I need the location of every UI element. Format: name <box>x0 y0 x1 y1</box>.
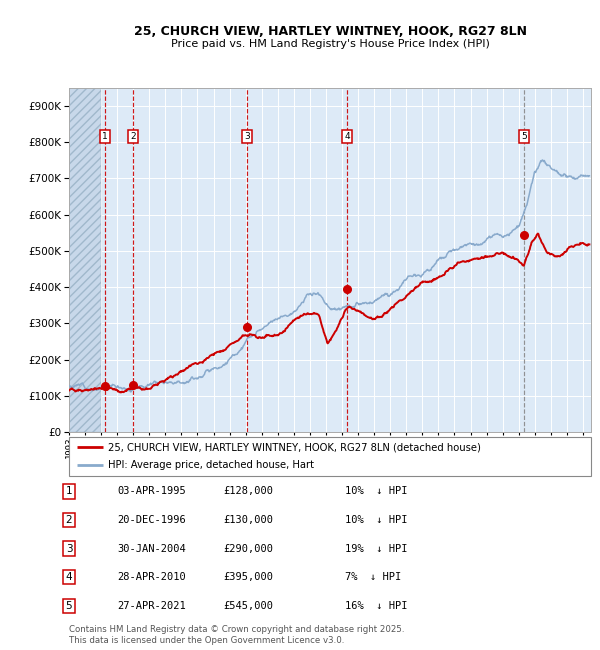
Text: £128,000: £128,000 <box>223 486 273 497</box>
Text: £130,000: £130,000 <box>223 515 273 525</box>
Text: 20-DEC-1996: 20-DEC-1996 <box>117 515 186 525</box>
Text: 25, CHURCH VIEW, HARTLEY WINTNEY, HOOK, RG27 8LN: 25, CHURCH VIEW, HARTLEY WINTNEY, HOOK, … <box>133 25 527 38</box>
Text: 28-APR-2010: 28-APR-2010 <box>117 572 186 582</box>
Text: 2: 2 <box>65 515 73 525</box>
Text: 1: 1 <box>65 486 73 497</box>
Text: 3: 3 <box>65 543 73 554</box>
Bar <box>69 88 101 432</box>
Text: 25, CHURCH VIEW, HARTLEY WINTNEY, HOOK, RG27 8LN (detached house): 25, CHURCH VIEW, HARTLEY WINTNEY, HOOK, … <box>108 443 481 452</box>
Text: 19%  ↓ HPI: 19% ↓ HPI <box>345 543 407 554</box>
Text: 3: 3 <box>244 132 250 141</box>
Text: 5: 5 <box>65 601 73 611</box>
Text: 7%  ↓ HPI: 7% ↓ HPI <box>345 572 401 582</box>
Text: Contains HM Land Registry data © Crown copyright and database right 2025.
This d: Contains HM Land Registry data © Crown c… <box>69 625 404 645</box>
Text: 4: 4 <box>344 132 350 141</box>
Text: 16%  ↓ HPI: 16% ↓ HPI <box>345 601 407 611</box>
Text: Price paid vs. HM Land Registry's House Price Index (HPI): Price paid vs. HM Land Registry's House … <box>170 39 490 49</box>
Text: 5: 5 <box>521 132 527 141</box>
Text: 2: 2 <box>130 132 136 141</box>
Text: £545,000: £545,000 <box>223 601 273 611</box>
Text: HPI: Average price, detached house, Hart: HPI: Average price, detached house, Hart <box>108 460 314 470</box>
Text: 27-APR-2021: 27-APR-2021 <box>117 601 186 611</box>
Text: 1: 1 <box>102 132 108 141</box>
Text: 4: 4 <box>65 572 73 582</box>
Text: 30-JAN-2004: 30-JAN-2004 <box>117 543 186 554</box>
FancyBboxPatch shape <box>69 437 591 476</box>
Text: 10%  ↓ HPI: 10% ↓ HPI <box>345 515 407 525</box>
Text: £395,000: £395,000 <box>223 572 273 582</box>
Text: £290,000: £290,000 <box>223 543 273 554</box>
Text: 03-APR-1995: 03-APR-1995 <box>117 486 186 497</box>
Bar <box>69 88 101 432</box>
Text: 10%  ↓ HPI: 10% ↓ HPI <box>345 486 407 497</box>
